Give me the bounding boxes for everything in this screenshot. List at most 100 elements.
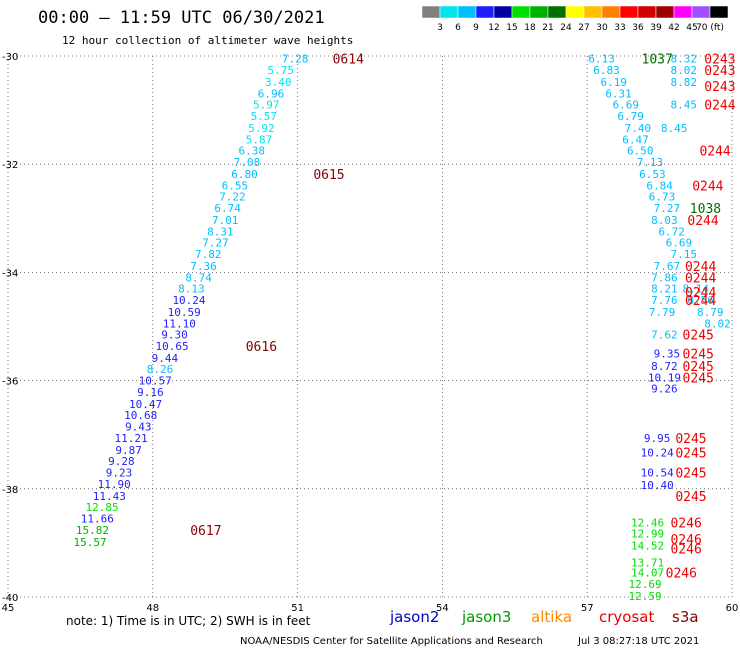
wave-height-value: 3.40 xyxy=(265,76,292,89)
wave-height-value: 8.02 xyxy=(704,317,731,330)
wave-height-value: 7.79 xyxy=(649,306,676,319)
wave-height-value: 9.23 xyxy=(106,467,133,480)
wave-height-value: 10.40 xyxy=(641,479,674,492)
scale-label: 6 xyxy=(455,23,461,33)
legend-altika: altika xyxy=(531,608,573,626)
wave-height-value: 12.69 xyxy=(629,578,662,591)
y-tick-label: -30 xyxy=(2,52,18,63)
wave-height-value: 12.85 xyxy=(86,501,119,514)
page-subtitle: 12 hour collection of altimeter wave hei… xyxy=(62,34,354,47)
wave-height-value: 8.56 xyxy=(687,294,714,307)
pass-label: 0245 xyxy=(675,432,706,447)
pass-label: 0244 xyxy=(685,260,716,275)
scale-swatch xyxy=(673,5,693,19)
wave-height-value: 6.73 xyxy=(649,191,676,204)
footer-credit: NOAA/NESDIS Center for Satellite Applica… xyxy=(240,636,543,647)
wave-height-value: 6.69 xyxy=(666,237,693,250)
scale-swatch xyxy=(583,5,603,19)
y-tick-label: -32 xyxy=(2,160,18,171)
scale-swatch xyxy=(691,5,711,19)
wave-height-value: 7.36 xyxy=(190,260,217,273)
scale-swatch xyxy=(493,5,513,19)
pass-label: 0244 xyxy=(685,286,716,301)
scale-label: 36 xyxy=(632,23,644,33)
wave-height-value: 12.59 xyxy=(629,590,662,603)
wave-height-value: 10.24 xyxy=(172,294,205,307)
wave-height-value: 6.80 xyxy=(231,168,258,181)
legend-jason2: jason2 xyxy=(390,608,440,626)
x-tick-label: 60 xyxy=(726,603,739,614)
pass-label: 1038 xyxy=(690,202,721,217)
pass-label: 0246 xyxy=(666,567,697,582)
scale-swatch xyxy=(475,5,495,19)
scale-label: 42 xyxy=(668,23,679,33)
wave-height-value: 7.86 xyxy=(651,271,678,284)
wave-height-value: 5.92 xyxy=(248,122,275,135)
wave-height-points: 7.285.753.406.965.975.575.925.876.387.08… xyxy=(73,53,730,603)
x-tick-label: 51 xyxy=(291,603,304,614)
pass-label: 0246 xyxy=(670,533,701,548)
pass-labels: 0614061506160617103710380243024302430244… xyxy=(190,53,736,582)
wave-height-value: 7.13 xyxy=(637,156,664,169)
wave-height-value: 8.32 xyxy=(670,53,697,66)
wave-height-value: 9.30 xyxy=(161,329,188,342)
pass-label: 0243 xyxy=(704,80,735,95)
pass-label: 0244 xyxy=(687,214,718,229)
wave-height-value: 6.83 xyxy=(593,64,620,77)
wave-height-value: 6.53 xyxy=(639,168,666,181)
wave-height-value: 14.07 xyxy=(631,567,664,580)
wave-height-value: 8.82 xyxy=(670,76,697,89)
scale-swatch xyxy=(655,5,675,19)
wave-height-value: 8.21 xyxy=(651,283,678,296)
wave-height-value: 11.90 xyxy=(98,478,131,491)
wave-height-value: 6.74 xyxy=(214,202,241,215)
wave-height-value: 10.19 xyxy=(648,371,681,384)
wave-height-value: 7.22 xyxy=(219,191,246,204)
chart-grid xyxy=(7,55,733,598)
pass-label: 0245 xyxy=(683,371,714,386)
wave-height-value: 10.47 xyxy=(129,398,162,411)
wave-height-value: 7.15 xyxy=(670,248,697,261)
scale-label: 15 xyxy=(506,23,517,33)
wave-height-value: 8.72 xyxy=(651,360,678,373)
wave-height-value: 11.10 xyxy=(163,317,196,330)
pass-label: 1037 xyxy=(642,53,673,68)
wave-height-value: 8.03 xyxy=(651,214,678,227)
wave-height-value: 15.82 xyxy=(76,524,109,537)
scale-label: 33 xyxy=(614,23,625,33)
wave-height-value: 6.72 xyxy=(658,225,685,238)
wave-height-value: 7.67 xyxy=(654,260,681,273)
scale-label: 39 xyxy=(650,23,662,33)
wave-height-value: 6.19 xyxy=(600,76,627,89)
wave-height-value: 7.27 xyxy=(202,237,229,250)
wave-height-value: 9.16 xyxy=(137,386,164,399)
footer-note: note: 1) Time is in UTC; 2) SWH is in fe… xyxy=(66,614,311,628)
wave-height-value: 8.79 xyxy=(697,306,724,319)
footer-timestamp: Jul 3 08:27:18 UTC 2021 xyxy=(578,636,700,647)
wave-height-value: 6.38 xyxy=(238,145,265,158)
x-tick-label: 45 xyxy=(2,603,15,614)
scale-swatch xyxy=(565,5,585,19)
wave-height-value: 7.82 xyxy=(195,248,222,261)
wave-height-value: 7.40 xyxy=(625,122,652,135)
pass-label: 0244 xyxy=(704,99,735,114)
x-tick-label: 57 xyxy=(581,603,594,614)
scale-label: 21 xyxy=(542,23,553,33)
scale-swatch xyxy=(547,5,567,19)
wave-height-value: 8.45 xyxy=(661,122,688,135)
pass-label: 0244 xyxy=(692,179,723,194)
wave-height-value: 11.43 xyxy=(93,490,126,503)
wave-height-value: 6.47 xyxy=(622,133,649,146)
wave-height-value: 12.99 xyxy=(631,528,664,541)
pass-label: 0243 xyxy=(704,53,735,68)
wave-height-value: 7.27 xyxy=(654,202,681,215)
pass-label: 0617 xyxy=(190,524,221,539)
axis-ticks: 45 48 51 54 57 60 -30 -32 -34 -36 -38 -40 xyxy=(2,52,739,614)
pass-label: 0245 xyxy=(683,329,714,344)
wave-height-value: 10.24 xyxy=(641,447,674,460)
pass-label: 0244 xyxy=(699,145,730,160)
wave-height-value: 14.52 xyxy=(631,540,664,553)
scale-swatch xyxy=(637,5,657,19)
